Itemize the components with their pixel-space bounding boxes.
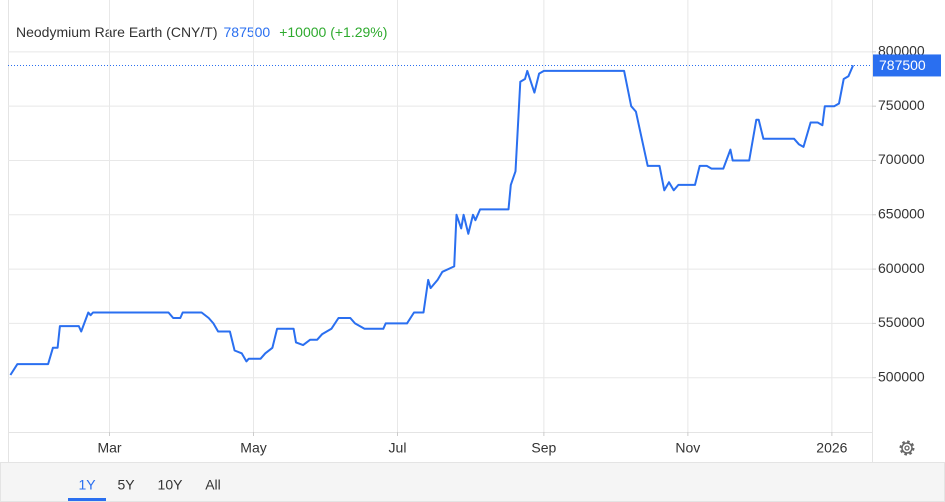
price-line — [9, 65, 855, 376]
price-change: +10000 (+1.29%) — [279, 24, 387, 40]
x-tick-label: Sep — [531, 440, 556, 456]
y-tick-label: 500000 — [878, 368, 925, 384]
x-tick-label: 2026 — [816, 440, 847, 456]
x-tick-label: Jul — [389, 440, 407, 456]
settings-icon[interactable] — [899, 440, 915, 456]
x-tick-label: Nov — [675, 440, 700, 456]
range-button[interactable]: 5Y — [117, 477, 135, 493]
y-tick-label: 750000 — [878, 97, 925, 113]
y-tick-label: 550000 — [878, 314, 925, 330]
y-tick-label: 700000 — [878, 151, 925, 167]
y-tick-label: 650000 — [878, 205, 925, 221]
last-price-box — [873, 54, 941, 77]
x-tick-label: Mar — [97, 440, 121, 456]
last-price: 787500 — [224, 24, 271, 40]
toolbar — [0, 462, 945, 502]
range-selected-underline — [68, 498, 106, 501]
y-tick-label: 600000 — [878, 260, 925, 276]
range-button[interactable]: 1Y — [78, 477, 96, 493]
range-button[interactable]: 10Y — [158, 477, 184, 493]
x-tick-label: May — [240, 440, 266, 456]
chart-title: Neodymium Rare Earth (CNY/T) — [16, 24, 218, 40]
grid — [8, 0, 872, 432]
last-price-label: 787500 — [879, 57, 926, 73]
chart-header: Neodymium Rare Earth (CNY/T) 787500 +10000… — [16, 24, 387, 40]
range-button[interactable]: All — [205, 477, 221, 493]
